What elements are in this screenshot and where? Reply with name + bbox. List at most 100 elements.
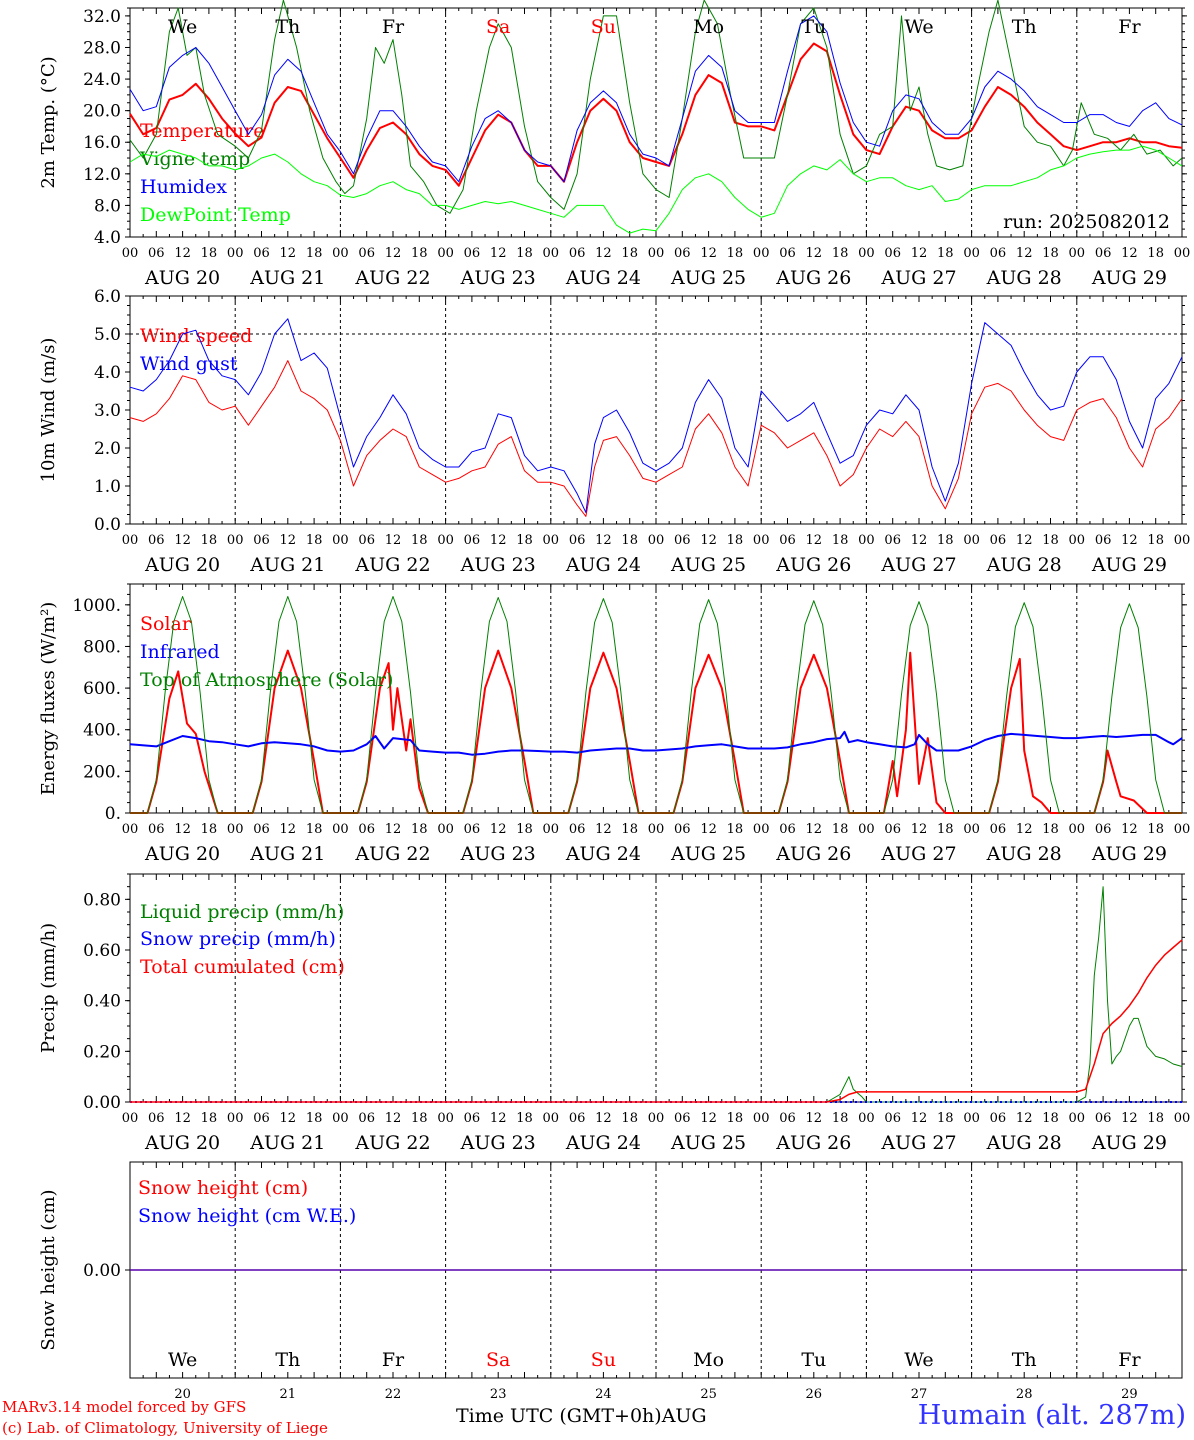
hour-tick-label: 06 xyxy=(884,533,901,548)
hour-tick-label: 18 xyxy=(201,822,218,837)
hour-tick-label: 18 xyxy=(201,1111,218,1126)
legend-entry: Snow height (cm W.E.) xyxy=(138,1205,356,1227)
hour-tick-label: 12 xyxy=(385,533,402,548)
date-label: AUG 20 xyxy=(144,843,220,865)
hour-tick-label: 12 xyxy=(595,246,612,261)
date-label: AUG 29 xyxy=(1091,554,1167,576)
day-name: We xyxy=(168,1349,197,1371)
hour-tick-label: 06 xyxy=(674,1111,691,1126)
hour-tick-label: 00 xyxy=(122,246,139,261)
date-label: AUG 28 xyxy=(986,1132,1062,1154)
hour-tick-label: 12 xyxy=(1121,533,1138,548)
date-label: AUG 22 xyxy=(354,843,430,865)
hour-tick-label: 06 xyxy=(779,533,796,548)
model-credit: MARv3.14 model forced by GFS xyxy=(2,1398,247,1416)
hour-tick-label: 00 xyxy=(437,822,454,837)
hour-tick-label: 18 xyxy=(727,246,744,261)
hour-tick-label: 12 xyxy=(280,822,297,837)
hour-tick-label: 06 xyxy=(464,1111,481,1126)
hour-tick-label: 06 xyxy=(253,1111,270,1126)
day-name: Fr xyxy=(382,16,405,38)
hour-tick-label: 00 xyxy=(332,822,349,837)
hour-tick-label: 06 xyxy=(990,246,1007,261)
hour-tick-label: 06 xyxy=(1095,1111,1112,1126)
hour-tick-label: 18 xyxy=(1147,1111,1164,1126)
series-line xyxy=(129,318,1183,514)
date-label: AUG 27 xyxy=(880,267,956,289)
hour-tick-label: 12 xyxy=(1016,1111,1033,1126)
hour-tick-label: 00 xyxy=(437,246,454,261)
hour-tick-label: 12 xyxy=(700,246,717,261)
hour-tick-label: 18 xyxy=(832,533,849,548)
day-number: 22 xyxy=(385,1387,402,1402)
y-tick-label: 5.0 xyxy=(94,325,121,345)
hour-tick-label: 12 xyxy=(280,246,297,261)
y-tick-label: 0. xyxy=(105,804,121,824)
hour-tick-label: 06 xyxy=(779,246,796,261)
series-line xyxy=(130,596,1182,814)
panel-4: 0.00 0.20 0.40 0.60 0.80 00 06 12 18 00 06 12 18 00 06… xyxy=(38,873,1190,1154)
hour-tick-label: 18 xyxy=(621,246,638,261)
hour-tick-label: 00 xyxy=(753,1111,770,1126)
y-axis-title: Snow height (cm) xyxy=(38,1189,59,1350)
hour-tick-label: 00 xyxy=(648,246,665,261)
date-label: AUG 26 xyxy=(775,843,851,865)
hour-tick-label: 18 xyxy=(306,1111,323,1126)
hour-tick-label: 18 xyxy=(1147,533,1164,548)
hour-tick-label: 06 xyxy=(148,533,165,548)
date-label: AUG 26 xyxy=(775,267,851,289)
y-tick-label: 0.40 xyxy=(83,992,121,1012)
hour-tick-label: 06 xyxy=(464,822,481,837)
hour-tick-label: 00 xyxy=(227,822,244,837)
date-label: AUG 20 xyxy=(144,267,220,289)
hour-tick-label: 12 xyxy=(911,822,928,837)
hour-tick-label: 06 xyxy=(358,822,375,837)
hour-tick-label: 00 xyxy=(122,1111,139,1126)
hour-tick-label: 12 xyxy=(700,822,717,837)
hour-tick-label: 18 xyxy=(201,533,218,548)
hour-tick-label: 00 xyxy=(227,533,244,548)
lab-credit: (c) Lab. of Climatology, University of L… xyxy=(2,1419,328,1437)
hour-tick-label: 00 xyxy=(1174,533,1191,548)
legend-entry: Solar xyxy=(140,613,192,635)
y-tick-label: 1.0 xyxy=(94,477,121,497)
day-name: Sa xyxy=(486,16,510,38)
series-line xyxy=(129,145,1183,234)
hour-tick-label: 06 xyxy=(569,822,586,837)
hour-tick-label: 06 xyxy=(674,822,691,837)
hour-tick-label: 00 xyxy=(1069,1111,1086,1126)
hour-tick-label: 00 xyxy=(648,533,665,548)
hour-tick-label: 12 xyxy=(911,533,928,548)
hour-tick-label: 18 xyxy=(727,1111,744,1126)
hour-tick-label: 00 xyxy=(753,822,770,837)
series-line xyxy=(129,0,1183,214)
hour-tick-label: 06 xyxy=(1095,822,1112,837)
date-label: AUG 25 xyxy=(670,554,746,576)
hour-tick-label: 00 xyxy=(332,533,349,548)
date-label: AUG 29 xyxy=(1091,267,1167,289)
hour-tick-label: 18 xyxy=(516,533,533,548)
hour-tick-label: 12 xyxy=(490,246,507,261)
hour-tick-label: 06 xyxy=(1095,533,1112,548)
hour-tick-label: 00 xyxy=(543,533,560,548)
hour-tick-label: 18 xyxy=(832,246,849,261)
date-label: AUG 24 xyxy=(565,554,641,576)
legend-entry: Snow height (cm) xyxy=(138,1177,308,1199)
day-number: 26 xyxy=(806,1387,823,1402)
date-label: AUG 25 xyxy=(670,1132,746,1154)
date-label: AUG 21 xyxy=(249,554,325,576)
y-tick-label: 0.20 xyxy=(83,1042,121,1062)
hour-tick-label: 18 xyxy=(727,533,744,548)
hour-tick-label: 00 xyxy=(1069,533,1086,548)
legend-entry: Total cumulated (cm) xyxy=(140,956,345,978)
hour-tick-label: 06 xyxy=(253,533,270,548)
hour-tick-label: 00 xyxy=(122,822,139,837)
hour-tick-label: 06 xyxy=(464,533,481,548)
legend-entry: Wind speed xyxy=(140,325,252,347)
hour-tick-label: 06 xyxy=(674,533,691,548)
hour-tick-label: 06 xyxy=(779,822,796,837)
hour-tick-label: 06 xyxy=(674,246,691,261)
hour-tick-label: 12 xyxy=(1016,822,1033,837)
y-tick-label: 3.0 xyxy=(94,401,121,421)
hour-tick-label: 18 xyxy=(306,822,323,837)
